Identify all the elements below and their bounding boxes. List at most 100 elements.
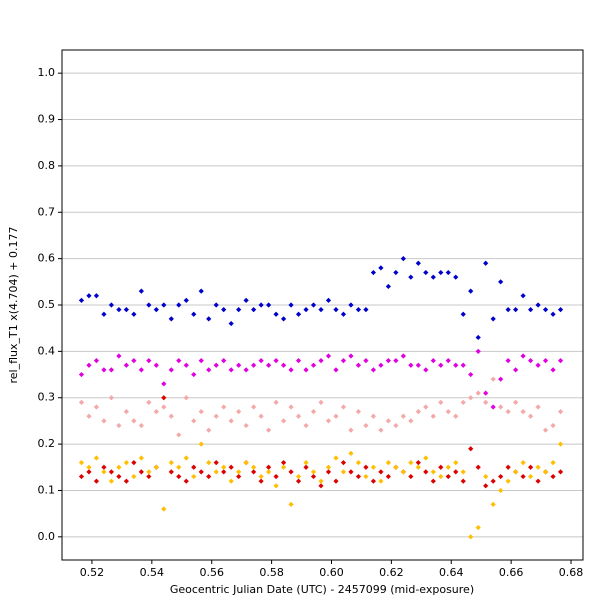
data-point xyxy=(221,358,227,364)
data-point xyxy=(153,409,159,415)
data-point xyxy=(453,469,459,475)
data-point xyxy=(101,418,107,424)
data-point xyxy=(131,460,137,466)
data-point xyxy=(550,367,556,373)
data-point xyxy=(303,307,309,313)
data-point xyxy=(333,413,339,419)
data-point xyxy=(213,413,219,419)
x-tick-label: 0.54 xyxy=(140,566,165,579)
data-point xyxy=(468,534,474,540)
data-point xyxy=(236,409,242,415)
data-point xyxy=(385,418,391,424)
data-point xyxy=(153,307,159,313)
data-point xyxy=(415,260,421,266)
data-point xyxy=(325,464,332,470)
data-point xyxy=(318,358,324,364)
data-point xyxy=(295,311,302,317)
data-point xyxy=(325,418,332,424)
data-point xyxy=(228,418,234,424)
data-point xyxy=(191,418,197,424)
data-point xyxy=(228,320,234,327)
data-point xyxy=(498,487,504,494)
data-point xyxy=(183,455,189,461)
data-point xyxy=(131,418,137,424)
data-point xyxy=(542,469,549,475)
data-point xyxy=(258,302,264,308)
y-tick-label: 0.9 xyxy=(38,113,56,126)
data-point xyxy=(408,418,414,424)
y-tick-label: 0.4 xyxy=(38,344,56,357)
data-point xyxy=(445,464,451,470)
data-point xyxy=(168,469,174,475)
data-point xyxy=(86,413,92,419)
data-point xyxy=(557,469,564,475)
data-point xyxy=(528,307,534,313)
data-point xyxy=(123,409,129,415)
data-point xyxy=(408,362,414,368)
y-tick-label: 0.7 xyxy=(38,205,56,218)
data-point xyxy=(520,409,526,415)
data-point xyxy=(370,269,377,276)
data-point xyxy=(370,367,377,373)
data-point xyxy=(475,348,481,354)
data-point xyxy=(325,353,332,359)
data-point xyxy=(340,469,347,475)
data-point xyxy=(146,469,152,475)
data-point xyxy=(348,427,354,433)
data-point xyxy=(340,358,347,364)
data-point xyxy=(542,358,549,364)
data-point xyxy=(520,293,526,299)
data-point xyxy=(251,469,257,475)
data-point xyxy=(438,269,444,276)
data-point xyxy=(93,358,100,364)
data-point xyxy=(318,483,324,489)
data-point xyxy=(123,362,129,368)
data-point xyxy=(340,311,347,317)
data-point xyxy=(490,376,496,382)
data-point xyxy=(528,413,534,419)
data-point xyxy=(483,483,489,489)
data-point xyxy=(318,307,324,313)
data-point xyxy=(318,399,324,405)
data-point xyxy=(206,460,212,466)
data-point xyxy=(153,362,159,368)
y-tick-label: 0.6 xyxy=(38,252,56,265)
data-point xyxy=(520,460,526,466)
data-point xyxy=(101,367,107,373)
data-point xyxy=(168,316,174,322)
data-point xyxy=(378,469,384,475)
data-point xyxy=(385,473,391,480)
data-point xyxy=(557,409,564,415)
data-point xyxy=(213,302,219,308)
data-point xyxy=(251,362,257,368)
data-point xyxy=(370,413,377,419)
data-point xyxy=(236,362,242,368)
data-point xyxy=(453,460,459,466)
data-point xyxy=(280,418,287,424)
data-point xyxy=(430,469,436,475)
data-point xyxy=(378,427,384,433)
data-point xyxy=(213,469,219,475)
data-point xyxy=(288,501,294,507)
x-tick-label: 0.64 xyxy=(439,566,464,579)
data-point xyxy=(505,464,511,470)
data-point xyxy=(475,524,481,531)
data-point xyxy=(236,473,242,480)
data-point xyxy=(108,395,115,401)
data-point xyxy=(153,464,159,470)
data-point xyxy=(363,464,369,470)
data-point xyxy=(520,473,526,480)
data-point xyxy=(490,478,496,484)
data-point xyxy=(78,473,85,480)
data-point xyxy=(161,404,167,410)
data-point xyxy=(295,358,302,364)
data-point xyxy=(228,464,234,470)
data-point xyxy=(325,297,332,303)
data-point xyxy=(438,362,444,368)
data-point xyxy=(78,399,85,405)
y-axis-label: rel_flux_T1 x(4.704) + 0.177 xyxy=(7,226,20,383)
data-point xyxy=(138,367,144,373)
data-point xyxy=(280,316,287,322)
data-point xyxy=(101,469,107,475)
data-point xyxy=(557,358,564,364)
